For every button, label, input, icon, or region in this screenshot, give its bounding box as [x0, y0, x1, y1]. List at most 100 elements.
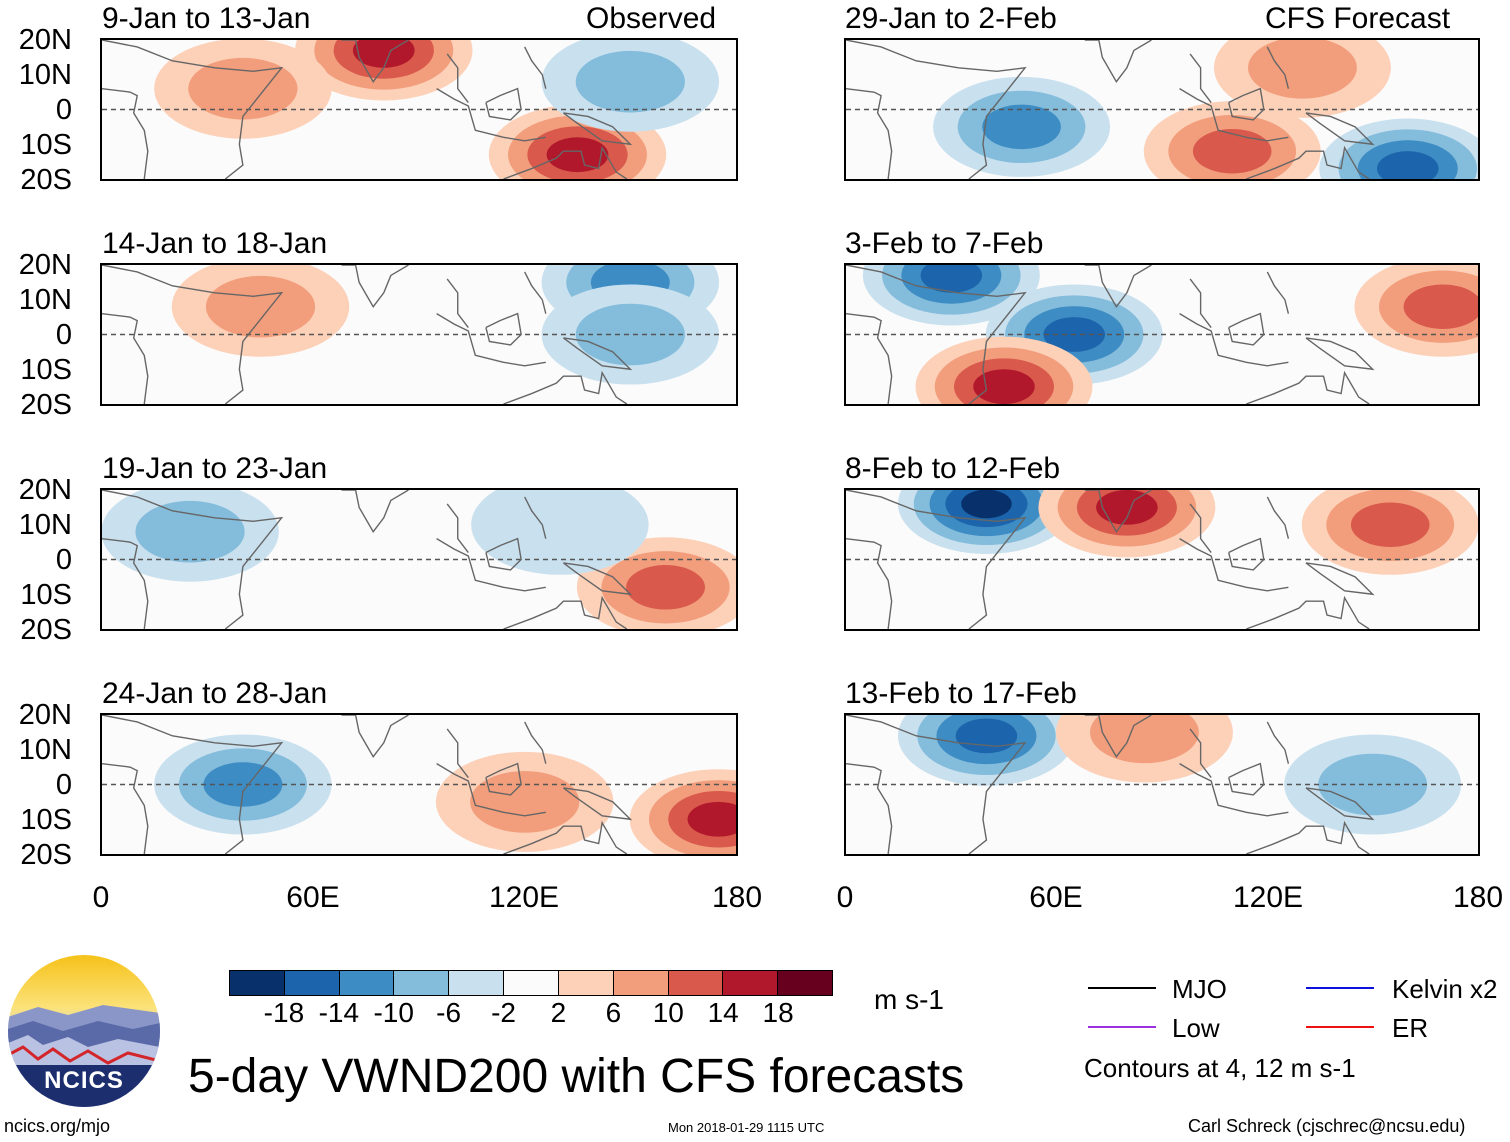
coastline	[846, 762, 893, 854]
anomaly-contour	[1192, 128, 1272, 174]
coastline	[1189, 53, 1212, 103]
lat-tick: 10N	[18, 509, 72, 541]
anomaly-contour	[470, 771, 580, 833]
lat-tick: 0	[55, 769, 72, 801]
coastline	[503, 595, 628, 629]
colorbar-segment	[668, 971, 724, 995]
map-panel-1	[100, 38, 738, 181]
legend-er: ER	[1392, 1013, 1429, 1043]
colorbar-segment	[284, 971, 340, 995]
lat-tick: 10S	[20, 804, 72, 836]
anomaly-contour	[920, 265, 983, 293]
coastline	[1179, 313, 1289, 367]
lat-tick: 20S	[20, 839, 72, 871]
panel-heatmap	[846, 715, 1478, 854]
coastline	[102, 490, 284, 629]
colorbar-tick-label: 6	[605, 997, 622, 1028]
coastline	[562, 112, 633, 146]
coastline	[1305, 337, 1375, 371]
colorbar-tick-label: -2	[491, 997, 516, 1028]
anomaly-contour	[626, 565, 706, 610]
coastline	[562, 562, 633, 596]
coastline	[846, 40, 1027, 179]
coastline	[485, 762, 522, 796]
colorbar-segment	[394, 971, 450, 995]
coastline	[436, 538, 546, 592]
anomaly-contour	[575, 303, 685, 366]
coastline	[1084, 490, 1152, 533]
coastline	[846, 490, 1027, 629]
anomaly-contour	[352, 40, 415, 68]
timestamp: Mon 2018-01-29 1115 UTC	[668, 1120, 825, 1135]
map-panel-5	[844, 38, 1480, 181]
colorbar-tick-label: -18	[263, 997, 305, 1028]
contours-note: Contours at 4, 12 m s-1	[1084, 1053, 1356, 1083]
lat-tick: 10N	[18, 734, 72, 766]
anomaly-contour	[982, 104, 1061, 150]
lon-tick: 0	[836, 881, 854, 914]
coastline	[341, 490, 409, 533]
anomaly-contour	[1377, 151, 1439, 179]
coastline	[846, 265, 1027, 404]
coastline	[562, 787, 633, 821]
panel-title-4: 24-Jan to 28-Jan	[102, 677, 328, 710]
lon-tick: 120E	[1232, 881, 1304, 914]
panel-heatmap	[102, 715, 736, 854]
anomaly-contour	[1248, 40, 1357, 99]
coastline	[446, 53, 469, 103]
colorbar-segment	[339, 971, 395, 995]
coastline	[1189, 728, 1212, 778]
lon-tick: 180	[1452, 881, 1504, 914]
coastline	[1228, 762, 1265, 796]
anomaly-contour	[687, 801, 736, 837]
coastline	[1246, 595, 1370, 629]
panel-title-7: 8-Feb to 12-Feb	[845, 452, 1061, 485]
coastline	[341, 265, 409, 308]
map-panel-6	[844, 263, 1480, 406]
anomaly-contour	[575, 50, 685, 113]
coastline	[102, 762, 149, 854]
panel-title-6: 3-Feb to 7-Feb	[845, 227, 1044, 260]
coastline	[446, 503, 469, 553]
lat-tick: 10N	[18, 284, 72, 316]
lat-tick: 10N	[18, 59, 72, 91]
lat-tick: 20N	[18, 249, 72, 281]
coastline	[562, 337, 633, 371]
map-panel-2	[100, 263, 738, 406]
panel-heatmap	[846, 265, 1478, 404]
map-panel-3	[100, 488, 738, 631]
panel-title-8: 13-Feb to 17-Feb	[845, 677, 1077, 710]
coastline	[102, 40, 284, 179]
coastline	[102, 87, 149, 179]
colorbar-segment	[558, 971, 614, 995]
colorbar-tick-label: 18	[762, 997, 794, 1028]
coastline	[846, 537, 893, 629]
coastline	[341, 40, 409, 83]
map-panel-8	[844, 713, 1480, 856]
lat-tick: 0	[55, 544, 72, 576]
lat-tick: 20S	[20, 614, 72, 646]
panel-title-2: 14-Jan to 18-Jan	[102, 227, 328, 260]
observed-label: Observed	[586, 2, 717, 35]
coastline	[1266, 46, 1290, 89]
author-credit: Carl Schreck (cjschrec@ncsu.edu)	[1188, 1116, 1466, 1136]
coastline	[1084, 265, 1152, 308]
site-link[interactable]: ncics.org/mjo	[4, 1116, 111, 1136]
anomaly-contour	[1096, 490, 1158, 525]
colorbar	[229, 970, 833, 996]
coastline	[503, 145, 628, 179]
colorbar-segment	[778, 971, 832, 995]
lat-tick: 20N	[18, 24, 72, 56]
colorbar-tick-label: 10	[652, 997, 684, 1028]
colorbar-tick-label: 2	[550, 997, 567, 1028]
coastline	[485, 312, 522, 346]
anomaly-contour	[961, 490, 1012, 519]
anomaly-contour	[955, 718, 1018, 754]
legend-low: Low	[1172, 1013, 1220, 1043]
lat-tick: 20N	[18, 474, 72, 506]
coastline	[1266, 271, 1290, 314]
lon-tick: 180	[711, 881, 763, 914]
colorbar-segment	[723, 971, 779, 995]
coastline	[1266, 496, 1290, 539]
coastline	[846, 87, 893, 179]
